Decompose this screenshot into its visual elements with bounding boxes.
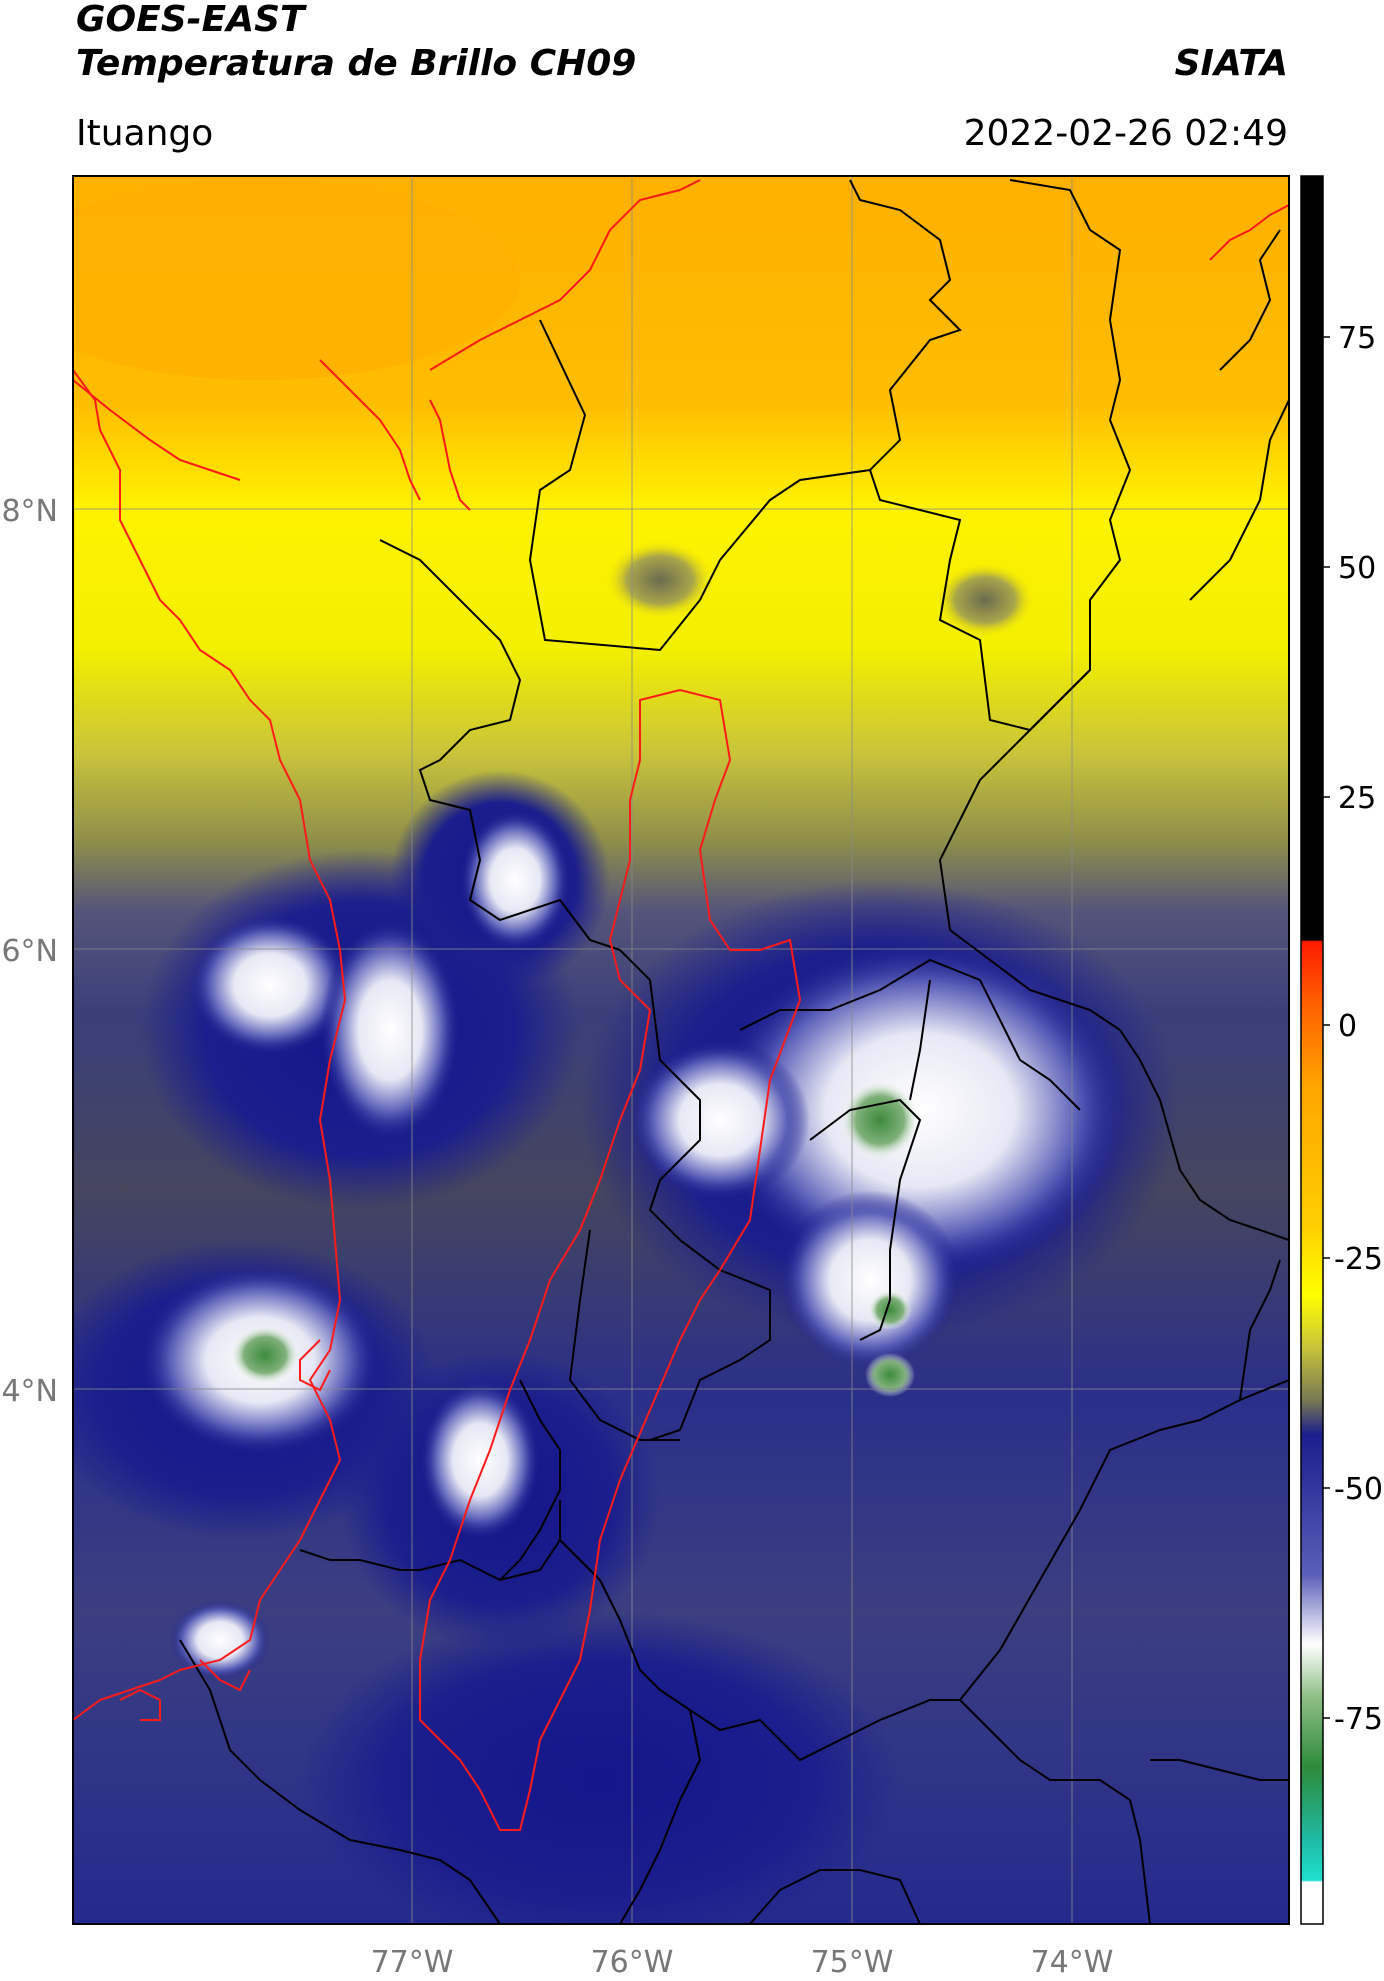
map-frame <box>72 175 1290 1925</box>
cloud-spot-north <box>605 540 715 620</box>
cauca-basin-outline <box>419 688 802 1831</box>
product-title: Temperatura de Brillo CH09 <box>76 43 637 84</box>
colorbar-tick-75: 75 <box>1338 321 1376 356</box>
colorbar-tick-0: 0 <box>1338 1009 1357 1044</box>
cloud-spot-northeast <box>935 562 1035 638</box>
colorbar-tick-minus75: -75 <box>1334 1702 1383 1737</box>
colorbar-tick-minus50: -50 <box>1334 1472 1383 1507</box>
cloud-top-west <box>190 915 350 1055</box>
cloud-top-north <box>460 810 570 950</box>
lat-label-6n: 6°N <box>1 934 58 969</box>
lon-label-77w: 77°W <box>371 1945 454 1980</box>
colorbar-tick-minus25: -25 <box>1334 1242 1383 1277</box>
colorbar-tick-50: 50 <box>1338 551 1376 586</box>
colorbar-tick-25: 25 <box>1338 781 1376 816</box>
lat-label-4n: 4°N <box>1 1374 58 1409</box>
department-boundaries <box>179 179 1289 1924</box>
coastline <box>73 179 1289 1721</box>
lat-label-8n: 8°N <box>1 494 58 529</box>
colorbar <box>1300 175 1324 1925</box>
region-label: Ituango <box>76 113 214 154</box>
datetime-label: 2022-02-26 02:49 <box>963 113 1288 154</box>
lon-label-74w: 74°W <box>1031 1945 1114 1980</box>
organization-label: SIATA <box>1174 43 1288 84</box>
lon-label-76w: 76°W <box>591 1945 674 1980</box>
satellite-title: GOES-EAST <box>76 0 305 40</box>
cloud-top-east <box>710 940 1130 1280</box>
lon-label-75w: 75°W <box>811 1945 894 1980</box>
graticule <box>73 176 1289 1924</box>
